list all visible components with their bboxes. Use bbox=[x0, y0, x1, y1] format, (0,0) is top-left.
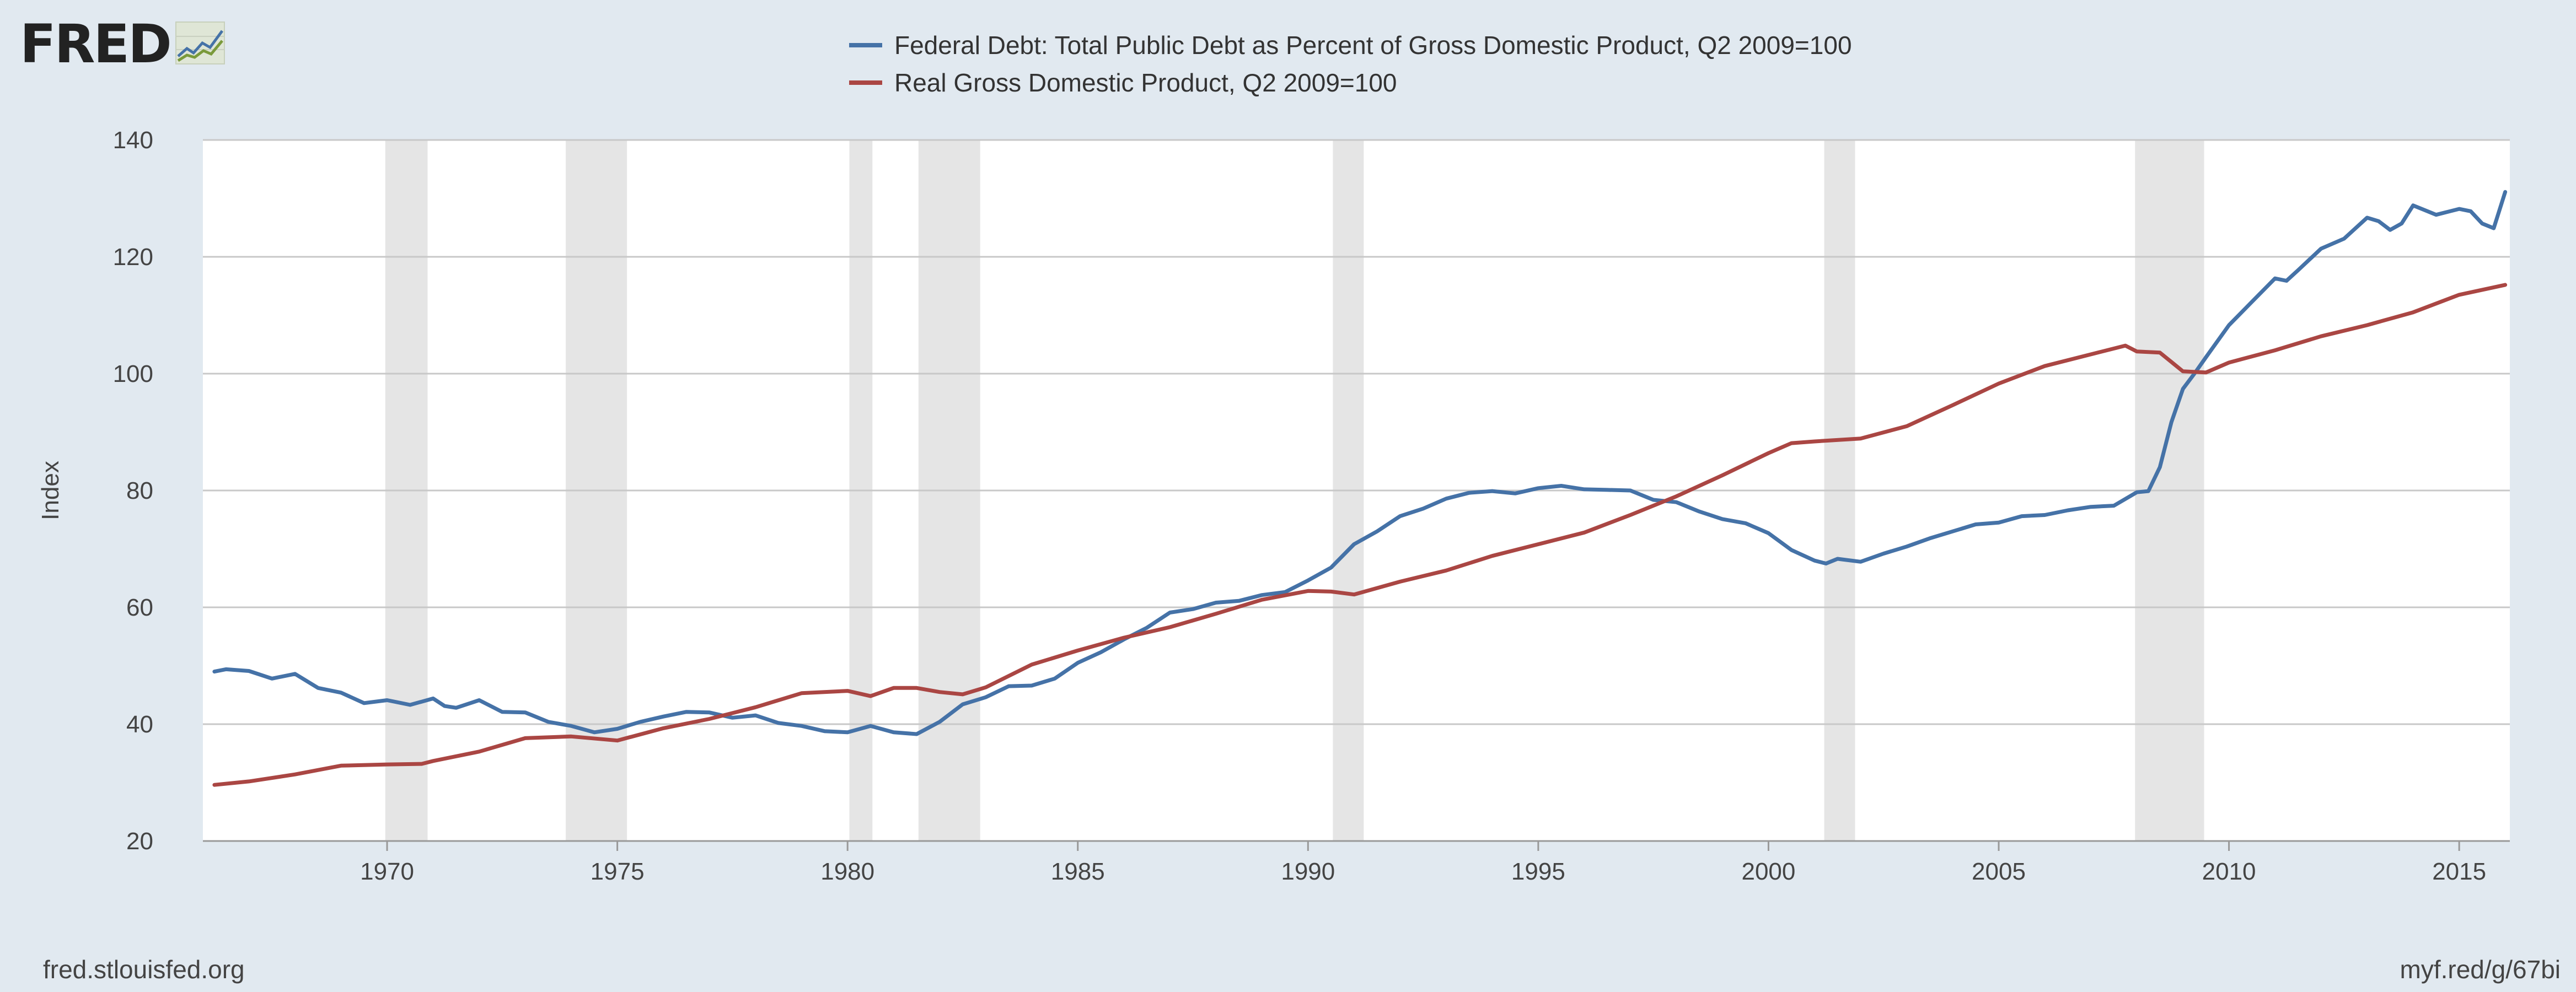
chart-legend: Federal Debt: Total Public Debt as Perce… bbox=[849, 26, 1852, 101]
legend-swatch-federal-debt bbox=[849, 43, 882, 47]
y-tick-label: 120 bbox=[113, 244, 153, 271]
x-tick-label: 1990 bbox=[1281, 858, 1335, 885]
y-tick-label: 100 bbox=[113, 360, 153, 387]
short-link[interactable]: myf.red/g/67bi bbox=[2400, 955, 2561, 984]
x-tick-label: 1980 bbox=[820, 858, 874, 885]
x-tick-label: 1970 bbox=[360, 858, 414, 885]
x-tick-label: 2000 bbox=[1741, 858, 1795, 885]
legend-item-real-gdp[interactable]: Real Gross Domestic Product, Q2 2009=100 bbox=[849, 64, 1852, 101]
series-lines bbox=[212, 190, 2508, 787]
x-tick-label: 2015 bbox=[2432, 858, 2486, 885]
x-tick-label: 2010 bbox=[2202, 858, 2256, 885]
x-tick-label: 1995 bbox=[1511, 858, 1565, 885]
y-tick-label: 80 bbox=[126, 477, 153, 504]
legend-label-federal-debt: Federal Debt: Total Public Debt as Perce… bbox=[894, 31, 1852, 60]
legend-label-real-gdp: Real Gross Domestic Product, Q2 2009=100 bbox=[894, 68, 1397, 97]
y-tick-label: 60 bbox=[126, 594, 153, 621]
axis-ticks: 20 40 60 80 100 120 140 1970 1975 1980 1985 1990 199… bbox=[113, 127, 2487, 885]
x-tick-label: 2005 bbox=[1972, 858, 2026, 885]
series-line-federal-debt[interactable] bbox=[212, 190, 2508, 736]
y-axis-title: Index bbox=[37, 461, 64, 520]
x-tick-label: 1975 bbox=[591, 858, 645, 885]
line-chart-icon bbox=[175, 21, 226, 68]
source-link[interactable]: fred.stlouisfed.org bbox=[43, 955, 245, 984]
fred-logo-text: FRED bbox=[20, 13, 172, 75]
y-tick-label: 140 bbox=[113, 127, 153, 154]
y-tick-label: 20 bbox=[126, 828, 153, 855]
gridlines bbox=[203, 139, 2510, 842]
series-line-real-gdp[interactable] bbox=[212, 283, 2508, 787]
legend-item-federal-debt[interactable]: Federal Debt: Total Public Debt as Perce… bbox=[849, 26, 1852, 64]
legend-swatch-real-gdp bbox=[849, 80, 882, 85]
fred-logo[interactable]: FRED bbox=[20, 17, 226, 72]
y-tick-label: 40 bbox=[126, 711, 153, 738]
x-tick-label: 1985 bbox=[1051, 858, 1105, 885]
